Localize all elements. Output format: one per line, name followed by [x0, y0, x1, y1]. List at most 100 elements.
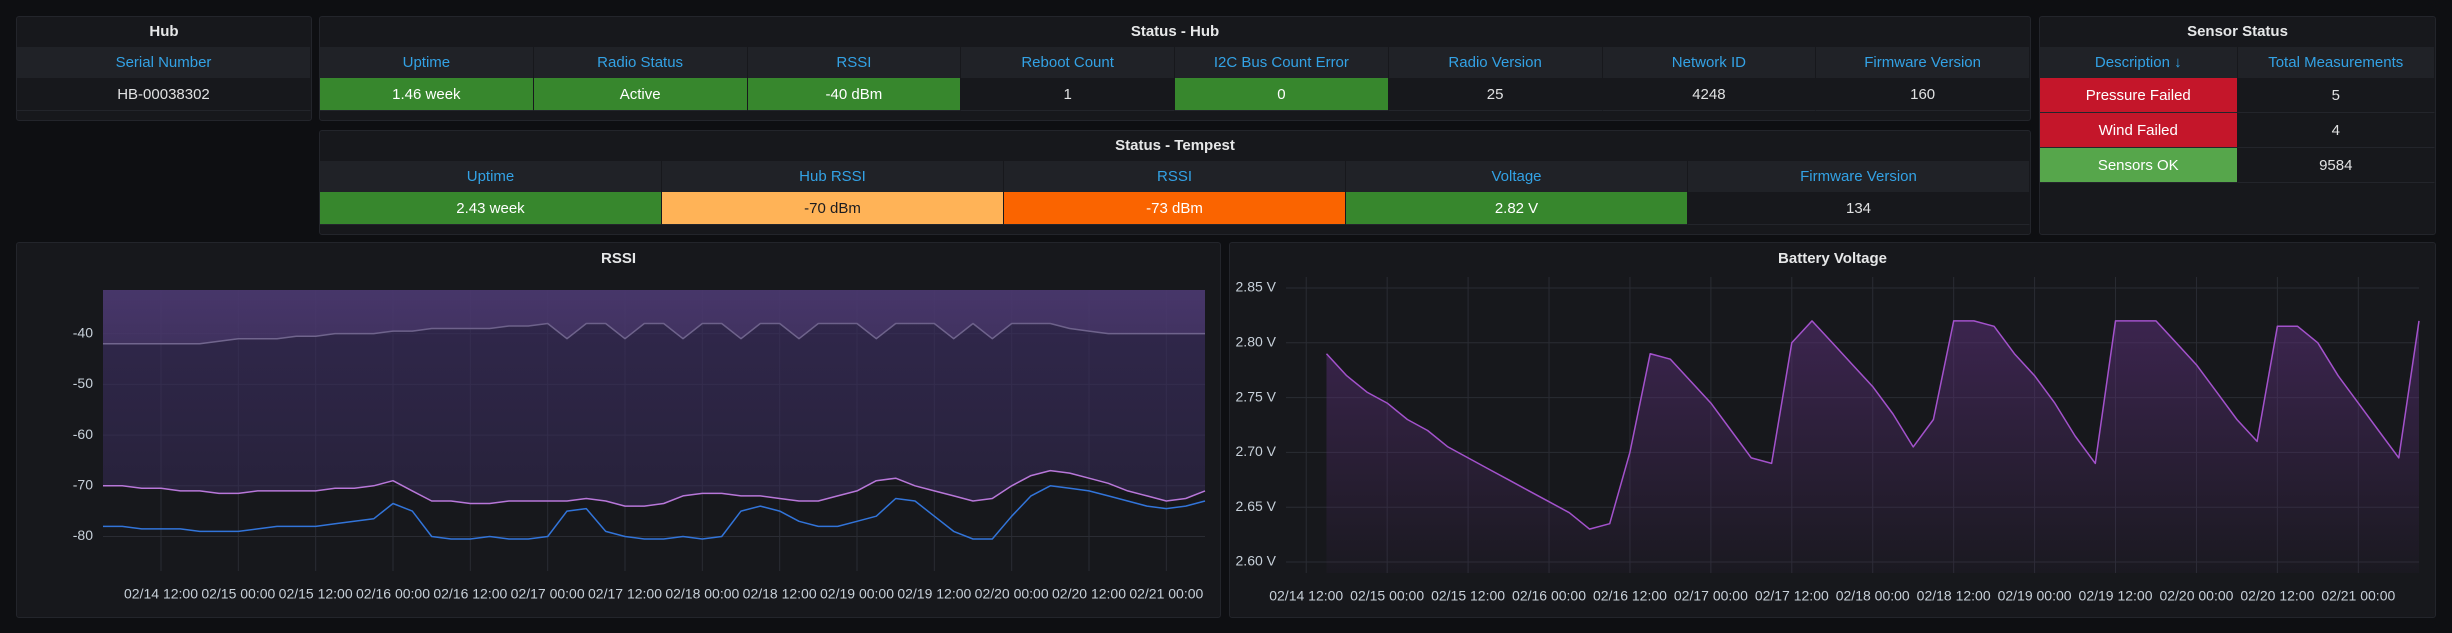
header-row: Description ↓ Total Measurements — [2040, 47, 2435, 78]
column-header[interactable]: I2C Bus Count Error — [1175, 47, 1389, 78]
area — [1326, 320, 2419, 573]
table-cell: Pressure Failed — [2040, 78, 2238, 113]
column-header[interactable]: Total Measurements — [2238, 47, 2435, 78]
x-tick-label: 02/15 12:00 — [279, 586, 353, 602]
x-tick-label: 02/16 00:00 — [356, 586, 430, 602]
column-header[interactable]: Serial Number — [17, 47, 311, 78]
table-cell: 4 — [2237, 113, 2435, 148]
x-tick-label: 02/17 00:00 — [1674, 588, 1748, 604]
table-cell: Wind Failed — [2040, 113, 2238, 148]
y-tick-label: -80 — [73, 527, 93, 543]
panel-title: Status - Hub — [1130, 23, 1220, 40]
x-tick-label: 02/17 12:00 — [588, 586, 662, 602]
x-tick-label: 02/21 00:00 — [1129, 586, 1203, 602]
table-cell: HB-00038302 — [17, 78, 311, 111]
y-tick-label: 2.65 V — [1236, 498, 1277, 514]
table-row: Wind Failed 4 — [2040, 113, 2435, 148]
y-tick-label: 2.75 V — [1236, 388, 1277, 404]
x-tick-label: 02/21 00:00 — [2321, 588, 2395, 604]
x-tick-label: 02/15 00:00 — [1350, 588, 1424, 604]
y-tick-label: -50 — [73, 375, 93, 391]
y-tick-label: 2.70 V — [1236, 443, 1277, 459]
x-tick-label: 02/16 00:00 — [1512, 588, 1586, 604]
x-tick-label: 02/20 12:00 — [2240, 588, 2314, 604]
x-tick-label: 02/15 12:00 — [1431, 588, 1505, 604]
column-header[interactable]: Uptime — [320, 161, 662, 192]
header-row: Serial Number — [17, 47, 311, 78]
table-cell: 5 — [2237, 78, 2435, 113]
column-header[interactable]: Voltage — [1346, 161, 1688, 192]
panel-title: Status - Tempest — [1115, 137, 1235, 154]
line — [1325, 320, 2420, 530]
chart: RSSI -40 -50 -60 -70 -80 02/14 12:00 02/15 00:0… — [73, 250, 1206, 602]
header-row: Uptime Radio Status RSSI Reboot Count I2C Bu… — [320, 47, 2030, 78]
column-header[interactable]: RSSI — [1004, 161, 1346, 192]
column-header[interactable]: Radio Version — [1389, 47, 1603, 78]
column-header[interactable]: Radio Status — [534, 47, 748, 78]
x-tick-label: 02/17 12:00 — [1755, 588, 1829, 604]
x-tick-label: 02/20 00:00 — [975, 586, 1049, 602]
x-tick-label: 02/19 00:00 — [820, 586, 894, 602]
table-cell: 160 — [1816, 78, 2030, 111]
y-tick-label: 2.60 V — [1236, 553, 1277, 569]
table-panel: Status - Hub Uptime Radio Status RSSI Reboot… — [319, 16, 2031, 121]
line — [103, 485, 1206, 540]
column-header[interactable]: Reboot Count — [961, 47, 1175, 78]
table-panel: Hub Serial Number HB-00038302 — [16, 16, 312, 121]
panel-title: Sensor Status — [2187, 23, 2288, 40]
x-tick-label: 02/17 00:00 — [511, 586, 585, 602]
table-cell: 2.82 V — [1346, 192, 1688, 225]
header-row: Uptime Hub RSSI RSSI Voltage Firmware Versio… — [320, 161, 2030, 192]
table-row: HB-00038302 — [17, 78, 311, 111]
column-header[interactable]: Hub RSSI — [662, 161, 1004, 192]
line — [103, 469, 1206, 507]
x-tick-label: 02/14 12:00 — [1269, 588, 1343, 604]
x-tick-label: 02/20 12:00 — [1052, 586, 1126, 602]
x-tick-label: 02/15 00:00 — [201, 586, 275, 602]
table-cell: 1.46 week — [320, 78, 534, 111]
area — [103, 290, 1205, 507]
y-tick-label: -60 — [73, 426, 93, 442]
chart: Battery Voltage 2.85 V 2.80 V 2.75 V 2.70 V 2… — [1236, 250, 2420, 604]
column-header[interactable]: Firmware Version — [1688, 161, 2030, 192]
x-tick-label: 02/20 00:00 — [2159, 588, 2233, 604]
table-panel: Sensor Status Description ↓ Total Measurem… — [2039, 16, 2436, 235]
table-cell: -40 dBm — [747, 78, 962, 111]
column-header[interactable]: Firmware Version — [1816, 47, 2030, 78]
chart-title: RSSI — [601, 250, 636, 267]
table-cell: 4248 — [1602, 78, 1817, 111]
column-header[interactable]: RSSI — [748, 47, 962, 78]
table-cell: 134 — [1688, 192, 2030, 225]
column-header[interactable]: Description ↓ — [2040, 47, 2238, 78]
table-cell: 0 — [1175, 78, 1389, 111]
y-tick-label: -70 — [73, 476, 93, 492]
table-cell: 25 — [1388, 78, 1603, 111]
column-header[interactable]: Network ID — [1603, 47, 1817, 78]
x-tick-label: 02/16 12:00 — [433, 586, 507, 602]
table-cell: 1 — [961, 78, 1175, 111]
x-tick-label: 02/18 00:00 — [1836, 588, 1910, 604]
table-row: Pressure Failed 5 — [2040, 78, 2435, 113]
table-cell: -70 dBm — [662, 192, 1004, 225]
x-tick-label: 02/19 00:00 — [1998, 588, 2072, 604]
x-tick-label: 02/18 00:00 — [665, 586, 739, 602]
x-tick-label: 02/14 12:00 — [124, 586, 198, 602]
y-tick-label: -40 — [73, 324, 93, 340]
y-tick-label: 2.85 V — [1236, 279, 1277, 295]
table-row: 2.43 week -70 dBm -73 dBm 2.82 V 134 — [320, 192, 2030, 225]
table-cell: Sensors OK — [2040, 148, 2238, 183]
column-header[interactable]: Uptime — [320, 47, 534, 78]
x-tick-label: 02/16 12:00 — [1593, 588, 1667, 604]
table-cell: Active — [533, 78, 748, 111]
table-row: Sensors OK 9584 — [2040, 148, 2435, 183]
table-cell: -73 dBm — [1004, 192, 1346, 225]
x-tick-label: 02/19 12:00 — [897, 586, 971, 602]
y-tick-label: 2.80 V — [1236, 333, 1277, 349]
panel-title: Hub — [149, 23, 179, 40]
table-panel: Status - Tempest Uptime Hub RSSI RSSI Voltag… — [319, 130, 2031, 235]
x-tick-label: 02/19 12:00 — [2079, 588, 2153, 604]
chart-title: Battery Voltage — [1778, 250, 1887, 267]
table-cell: 9584 — [2237, 148, 2435, 183]
chart-panel: RSSI -40 -50 -60 -70 -80 02/14 12:00 02/15 00:0… — [16, 242, 1221, 618]
